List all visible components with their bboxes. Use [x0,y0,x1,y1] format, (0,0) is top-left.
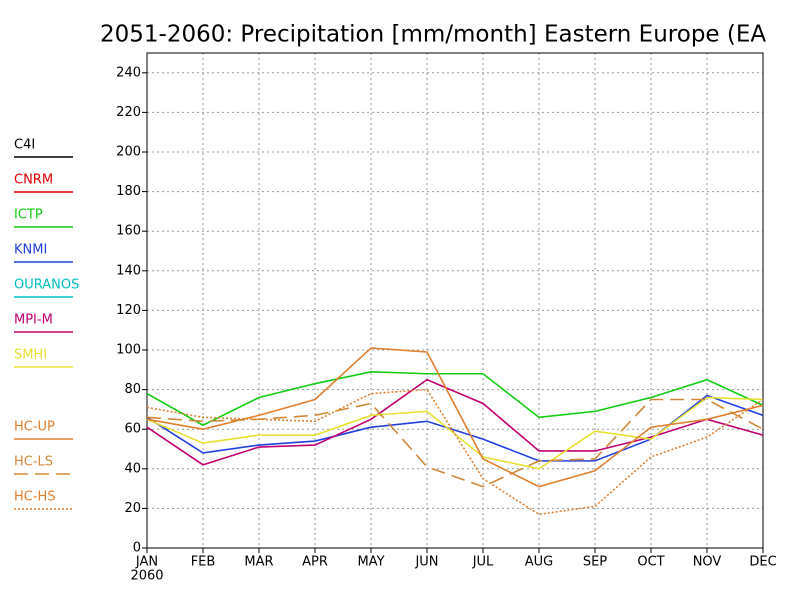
x-tick-label: FEB [191,555,216,570]
x-tick-label: AUG [525,555,553,570]
legend-label: HC-UP [14,420,55,435]
y-tick-label: 100 [116,343,141,358]
y-tick-label: 140 [116,263,141,278]
y-tick-label: 20 [124,501,141,516]
series-line [146,388,764,516]
y-tick-label: 220 [116,105,141,120]
legend-label: CNRM [14,173,53,188]
legend-label: OURANOS [14,278,79,293]
x-sublabel: 2060 [130,569,163,584]
legend-label: HC-LS [14,455,53,470]
y-tick-label: 200 [116,145,141,160]
plot-frame [146,52,764,549]
x-tick-label: APR [302,555,328,570]
x-tick-label: JUN [414,555,438,570]
legend-label: KNMI [14,243,47,258]
y-tick-label: 60 [124,422,141,437]
y-tick-label: 0 [133,541,141,556]
legend-label: MPI-M [14,313,53,328]
series-line [146,378,764,466]
series-line [146,370,764,427]
y-tick-label: 180 [116,184,141,199]
y-tick-label: 120 [116,303,141,318]
legend-label: SMHI [14,348,47,363]
legend-label: HC-HS [14,490,56,505]
x-tick-label: JUL [472,555,494,570]
y-tick-label: 40 [124,461,141,476]
y-tick-label: 80 [124,382,141,397]
series-line [146,398,764,488]
x-tick-label: MAR [244,555,273,570]
legend-label: ICTP [14,208,43,223]
x-tick-label: OCT [637,555,664,570]
x-tick-label: SEP [583,555,607,570]
y-tick-label: 240 [116,65,141,80]
x-tick-label: MAY [357,555,384,570]
series-line [146,396,764,470]
x-tick-label: NOV [693,555,722,570]
x-tick-label: DEC [749,555,776,570]
legend-label: C4I [14,138,35,153]
x-tick-label: JAN [135,555,158,570]
y-tick-label: 160 [116,224,141,239]
chart-title: 2051-2060: Precipitation [mm/month] East… [100,22,766,48]
series-line [146,347,764,488]
